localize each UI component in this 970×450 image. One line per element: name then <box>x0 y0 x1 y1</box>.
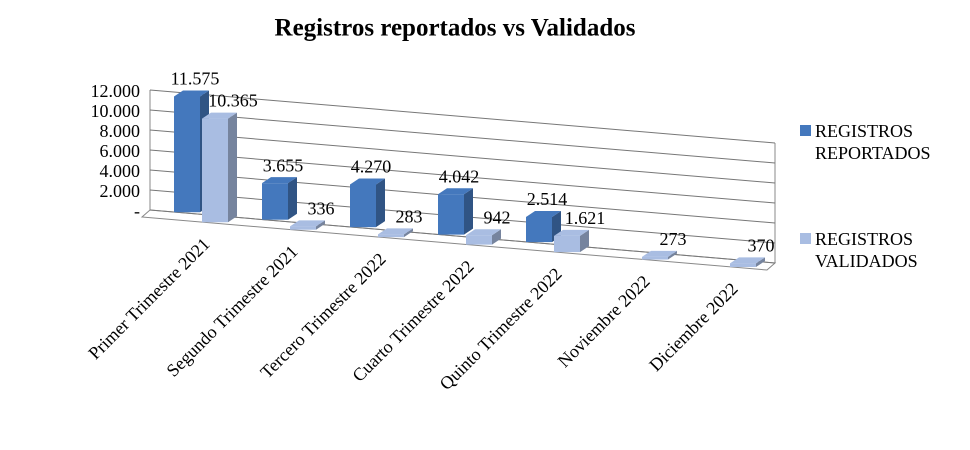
bar-side <box>464 188 473 235</box>
value-label: 3.655 <box>263 155 304 175</box>
bar-top <box>466 229 501 236</box>
bar <box>526 216 552 243</box>
bar-side <box>756 257 765 268</box>
bar-side <box>492 229 501 245</box>
bar <box>350 184 376 228</box>
bar <box>466 235 492 245</box>
bar <box>174 96 200 213</box>
bar <box>730 263 756 268</box>
bar <box>554 235 580 253</box>
bar-side <box>376 178 385 228</box>
bar-top <box>378 228 413 235</box>
bar-side <box>668 250 677 260</box>
bar-side <box>316 220 325 230</box>
legend-swatch <box>800 125 811 136</box>
legend-label: REGISTROS VALIDADOS <box>815 229 918 271</box>
value-label: 942 <box>484 207 511 227</box>
bar-top <box>438 188 473 195</box>
value-label: 10.365 <box>208 91 258 111</box>
value-label: 4.270 <box>351 157 392 177</box>
value-label: 1.621 <box>565 208 606 228</box>
value-label: 336 <box>308 198 335 218</box>
y-tick-label: 6.000 <box>100 141 141 161</box>
bar <box>378 234 404 238</box>
bar-side <box>580 229 589 253</box>
grid-line <box>149 129 776 184</box>
bar-side <box>228 112 237 223</box>
legend-label: REGISTROS REPORTADOS <box>815 121 931 163</box>
bar <box>202 118 228 223</box>
value-label: 2.514 <box>527 189 568 209</box>
bar-side <box>288 177 297 220</box>
bar-top <box>642 250 677 257</box>
y-tick-label: 8.000 <box>100 121 141 141</box>
chart-title: Registros reportados vs Validados <box>275 15 636 42</box>
value-label: 283 <box>396 206 423 226</box>
bar-top <box>526 210 561 217</box>
bar <box>290 226 316 230</box>
y-tick-label: - <box>134 201 140 221</box>
bar-top <box>262 177 297 184</box>
bar-top <box>174 90 209 97</box>
legend-swatch <box>800 233 811 244</box>
bar <box>438 194 464 235</box>
grid-line <box>149 149 776 204</box>
y-tick-label: 12.000 <box>91 81 141 101</box>
value-label: 273 <box>660 229 687 249</box>
bar-top <box>290 220 325 227</box>
bar <box>262 183 288 220</box>
bar-top <box>730 257 765 264</box>
x-tick-label: Diciembre 2022 <box>645 279 741 375</box>
value-label: 11.575 <box>171 69 220 89</box>
bar-top <box>350 178 385 185</box>
grid-line <box>149 89 776 144</box>
value-label: 4.042 <box>439 166 480 186</box>
bar-side <box>404 228 413 238</box>
grid-line <box>149 109 776 164</box>
y-tick-label: 2.000 <box>100 181 141 201</box>
bar-top <box>554 229 589 236</box>
x-tick-label: Noviembre 2022 <box>554 271 654 371</box>
y-tick-label: 10.000 <box>91 101 141 121</box>
bar <box>642 256 668 260</box>
bar-top <box>202 112 237 119</box>
value-label: 370 <box>748 235 775 255</box>
y-tick-label: 4.000 <box>100 161 141 181</box>
